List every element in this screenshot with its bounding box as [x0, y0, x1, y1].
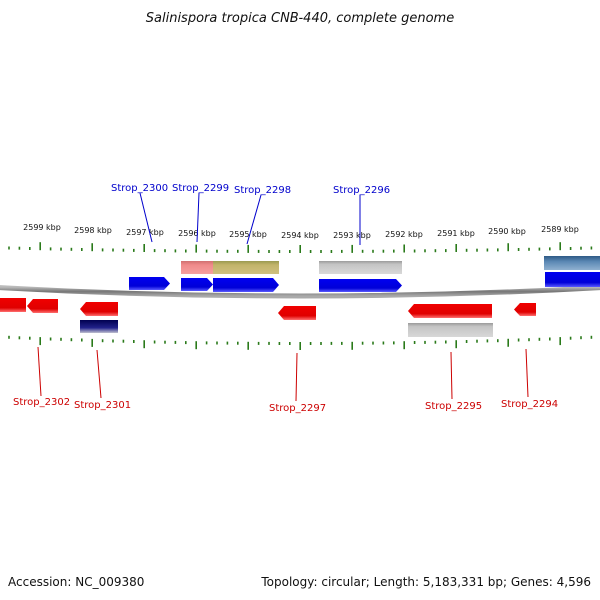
- forward-gene-labels: Strop_2300 Strop_2299 Strop_2298 Strop_2…: [111, 183, 390, 245]
- ruler-label: 2590 kbp: [488, 227, 526, 236]
- ruler-label: 2591 kbp: [437, 229, 475, 238]
- gene-arrow-strop-2298: [213, 278, 279, 292]
- feature-bar-olive: [213, 261, 279, 274]
- gene-arrow-strop-2294: [514, 303, 536, 316]
- genome-summary-text: Topology: circular; Length: 5,183,331 bp…: [260, 575, 591, 589]
- reverse-features: [0, 298, 536, 337]
- inner-ruler: [8, 335, 593, 350]
- forward-features: [129, 256, 600, 292]
- gene-arrow-left-edge: [0, 298, 26, 312]
- ruler-label: 2592 kbp: [385, 230, 423, 239]
- reverse-gene-labels: Strop_2302 Strop_2301 Strop_2297 Strop_2…: [13, 346, 558, 414]
- ruler-labels: 2599 kbp 2598 kbp 2597 kbp 2596 kbp 2595 kbp…: [23, 223, 579, 240]
- label-strop-2296: Strop_2296: [333, 185, 390, 196]
- label-strop-2295: Strop_2295: [425, 401, 482, 412]
- gene-arrow-strop-2301: [80, 302, 118, 316]
- gene-arrow-strop-2299: [181, 278, 213, 291]
- gene-arrow-strop-2300: [129, 277, 170, 290]
- feature-bar-gray: [319, 261, 402, 274]
- gene-arrow-strop-2295: [408, 304, 492, 318]
- gene-arrow-strop-2302: [27, 299, 58, 313]
- label-strop-2300: Strop_2300: [111, 183, 168, 194]
- leader-strop-2295: [450, 351, 453, 400]
- label-strop-2298: Strop_2298: [234, 185, 291, 196]
- feature-bar-gray-reverse: [408, 323, 493, 337]
- leader-strop-2301: [96, 349, 102, 399]
- label-strop-2299: Strop_2299: [172, 183, 229, 194]
- gene-arrow-right-edge: [545, 272, 600, 287]
- leader-strop-2302: [37, 346, 42, 397]
- feature-bar-pink: [181, 261, 214, 274]
- ruler-label: 2597 kbp: [126, 228, 164, 237]
- leader-strop-2298: [246, 194, 262, 245]
- genome-backbone: [0, 285, 600, 299]
- leader-strop-2300: [139, 192, 153, 243]
- leader-strop-2294: [525, 348, 529, 398]
- outer-ruler: [8, 242, 593, 253]
- map-title: Salinispora tropica CNB-440, complete ge…: [146, 11, 454, 26]
- label-strop-2301: Strop_2301: [74, 400, 131, 411]
- label-strop-2302: Strop_2302: [13, 397, 70, 408]
- accession-text: Accession: NC_009380: [8, 575, 144, 589]
- ruler-label: 2589 kbp: [541, 225, 579, 234]
- label-strop-2297: Strop_2297: [269, 403, 326, 414]
- ruler-label: 2598 kbp: [74, 226, 112, 235]
- gene-arrow-strop-2296: [319, 279, 402, 292]
- label-strop-2294: Strop_2294: [501, 399, 558, 410]
- ruler-label: 2593 kbp: [333, 231, 371, 240]
- leader-strop-2299: [196, 192, 200, 243]
- feature-bar-navy: [80, 320, 118, 333]
- leader-strop-2297: [295, 352, 298, 402]
- feature-bar-steel: [544, 256, 600, 270]
- ruler-label: 2594 kbp: [281, 231, 319, 240]
- ruler-label: 2595 kbp: [229, 230, 267, 239]
- ruler-label: 2599 kbp: [23, 223, 61, 232]
- gene-arrow-strop-2297: [278, 306, 316, 320]
